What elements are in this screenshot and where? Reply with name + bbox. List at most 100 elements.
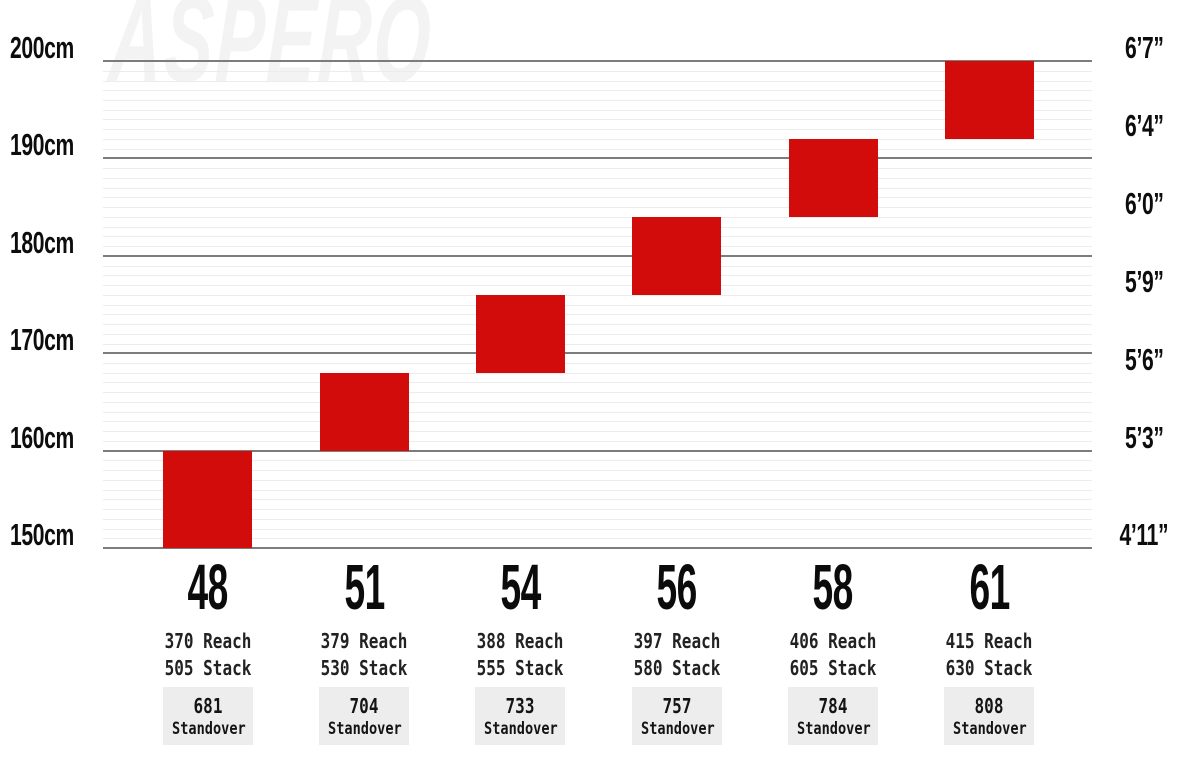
- standover-value: 808: [974, 694, 1004, 718]
- left-tick-200: 200cm: [10, 30, 104, 65]
- bar-size-56: [632, 216, 722, 295]
- minor-gridline: [103, 294, 1092, 296]
- size-label-text: 54: [500, 551, 541, 623]
- major-gridline: [103, 157, 1092, 160]
- left-tick-180: 180cm: [10, 224, 104, 260]
- left-tick-label: 190cm: [10, 127, 74, 163]
- left-tick-label: 160cm: [10, 419, 74, 455]
- minor-gridline: [103, 109, 1092, 111]
- minor-gridline: [103, 197, 1092, 199]
- reach-label: Reach: [202, 629, 252, 653]
- major-gridline: [103, 449, 1092, 452]
- reach-line: 379 Reach: [302, 629, 427, 653]
- standover-box: 784 Standover: [788, 687, 878, 745]
- reach-label: Reach: [515, 629, 564, 653]
- left-tick-label: 200cm: [10, 30, 74, 65]
- minor-gridline: [103, 80, 1092, 82]
- reach-value: 370: [164, 629, 194, 653]
- minor-gridline: [103, 489, 1092, 491]
- reach-value: 388: [477, 629, 506, 653]
- reach-value: 406: [789, 629, 819, 653]
- minor-gridline: [103, 265, 1092, 267]
- minor-gridline: [103, 314, 1092, 316]
- minor-gridline: [103, 362, 1092, 364]
- size-column-56: 56 397 Reach 580 Stack 757 Standover: [599, 555, 755, 755]
- standover-box: 757 Standover: [631, 687, 722, 745]
- reach-label: Reach: [984, 629, 1033, 653]
- left-tick-170: 170cm: [10, 324, 104, 355]
- minor-gridline: [103, 226, 1092, 228]
- stack-value: 530: [320, 656, 350, 680]
- reach-line: 388 Reach: [458, 629, 583, 653]
- left-tick-190: 190cm: [10, 127, 104, 163]
- right-tick-label: 5’6”: [1124, 341, 1164, 377]
- watermark-text: ASPERO: [106, 0, 436, 107]
- stack-label: Stack: [359, 656, 408, 680]
- left-tick-160: 160cm: [10, 419, 104, 455]
- size-column-61: 61 415 Reach 630 Stack 808 Standover: [911, 555, 1067, 755]
- minor-gridline: [103, 528, 1092, 530]
- size-label: 48: [130, 551, 286, 623]
- standover-label: Standover: [484, 719, 559, 739]
- minor-gridline: [103, 460, 1092, 462]
- standover-box: 681 Standover: [162, 687, 253, 745]
- bar-size-58: [788, 138, 878, 217]
- minor-gridline: [103, 148, 1092, 150]
- minor-gridline: [103, 479, 1092, 481]
- reach-value: 379: [320, 629, 350, 653]
- minor-gridline: [103, 518, 1092, 520]
- size-label-text: 58: [812, 551, 854, 623]
- minor-gridline: [103, 216, 1092, 218]
- size-label: 61: [911, 555, 1067, 619]
- standover-value: 784: [818, 694, 848, 718]
- standover-value: 733: [505, 694, 535, 718]
- stack-label: Stack: [515, 656, 564, 680]
- minor-gridline: [103, 509, 1092, 510]
- right-tick-160: 5’3”: [1098, 422, 1190, 453]
- size-column-48: 48 370 Reach 505 Stack 681 Standover: [130, 555, 286, 755]
- right-tick-label: 4’11”: [1119, 517, 1169, 552]
- minor-gridline: [103, 372, 1092, 374]
- minor-gridline: [103, 129, 1092, 131]
- left-tick-150: 150cm: [10, 519, 104, 550]
- stack-line: 505 Stack: [145, 656, 270, 680]
- size-label-text: 48: [187, 551, 229, 623]
- minor-gridline: [103, 246, 1092, 248]
- standover-value: 757: [662, 694, 692, 718]
- size-label-text: 51: [344, 551, 385, 623]
- size-label: 56: [599, 555, 755, 619]
- bar-size-54: [475, 294, 565, 373]
- right-tick-192: 6’4”: [1098, 107, 1190, 143]
- reach-label: Reach: [828, 629, 877, 653]
- minor-gridline: [103, 411, 1092, 413]
- minor-gridline: [103, 382, 1092, 384]
- right-tick-150: 4’11”: [1098, 517, 1190, 552]
- major-gridline: [103, 254, 1092, 257]
- minor-gridline: [103, 285, 1092, 286]
- major-gridline: [103, 352, 1092, 355]
- left-tick-label: 180cm: [10, 224, 74, 260]
- size-column-58: 58 406 Reach 605 Stack 784 Standover: [755, 555, 911, 755]
- size-label: 58: [755, 551, 911, 623]
- minor-gridline: [103, 100, 1092, 101]
- stack-line: 605 Stack: [771, 656, 896, 680]
- minor-gridline: [103, 275, 1092, 277]
- minor-gridline: [103, 168, 1092, 170]
- right-tick-label: 6’4”: [1124, 107, 1164, 143]
- reach-value: 415: [945, 629, 975, 653]
- right-tick-label: 6’0”: [1124, 185, 1164, 221]
- right-tick-label: 6’7”: [1124, 30, 1164, 65]
- standover-value: 681: [193, 694, 223, 718]
- bar-size-48: [163, 450, 253, 548]
- stack-label: Stack: [202, 656, 252, 680]
- standover-label: Standover: [171, 719, 246, 739]
- reach-value: 397: [633, 629, 663, 653]
- minor-gridline: [103, 324, 1092, 325]
- watermark: ASPERO: [107, 0, 651, 107]
- minor-gridline: [103, 70, 1092, 72]
- standover-box: 733 Standover: [475, 687, 566, 745]
- minor-gridline: [103, 440, 1092, 442]
- bar-size-51: [319, 372, 409, 451]
- minor-gridline: [103, 177, 1092, 179]
